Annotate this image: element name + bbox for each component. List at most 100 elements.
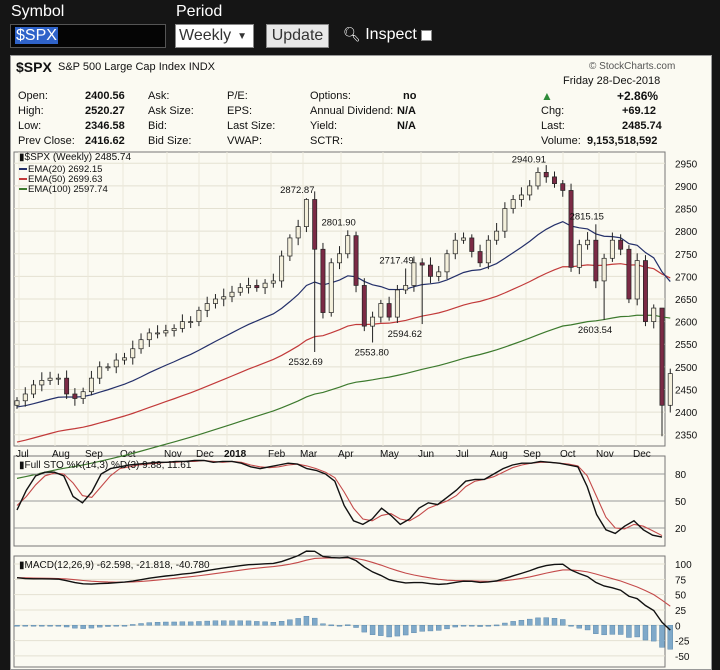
sto-k-line [16,459,663,538]
inspect-toggle[interactable]: 🔍︎ Inspect [343,26,417,44]
macd-histogram-bar [493,624,500,627]
macd-histogram-bar [196,621,202,626]
symbol-input[interactable]: $SPX [10,24,166,48]
candle [204,303,210,311]
header-security-name: S&P 500 Large Cap Index [58,61,186,73]
macd-histogram-bar [667,625,673,650]
candle [651,307,657,322]
candle [80,391,86,399]
candle [643,260,648,322]
macd-histogram-bar [378,625,384,636]
macd-histogram-bar [278,621,285,626]
macd-histogram-bar [130,624,136,626]
candle [320,248,326,313]
candle [312,199,318,250]
y-tick-label: 2700 [675,272,698,283]
candle [560,183,566,191]
macd-histogram-bar [609,625,616,635]
search-icon: 🔍︎ [343,26,361,42]
candle [221,296,227,300]
candle [213,298,218,304]
candle [659,307,665,406]
macd-histogram-bar [212,620,219,626]
macd-histogram-bar [659,625,665,648]
last-value: 2485.74 [622,120,662,132]
x-tick-label: Jul [456,449,469,460]
candle [179,321,185,329]
sctr-label: SCTR: [310,135,343,147]
period-label: Period [176,3,223,20]
macd-histogram-bar [113,625,119,627]
candle [403,285,409,291]
macd-histogram-bar [22,625,28,627]
sto-tick-label: 80 [675,470,687,481]
quote-date: Friday 28-Dec-2018 [563,75,661,87]
candle [543,172,549,178]
macd-tick-label: 0 [675,621,681,632]
macd-histogram-bar [543,617,549,626]
yield-value: N/A [397,120,416,132]
candle [122,357,127,361]
candle [105,366,111,369]
x-tick-label: Mar [300,449,318,460]
candle [97,366,103,379]
period-select-value: Weekly [179,27,232,44]
macd-histogram-bar [320,623,326,626]
macd-frame [13,555,666,668]
candle [138,339,144,350]
vwap-label: VWAP: [227,135,263,147]
macd-histogram-bar [328,624,334,627]
macd-histogram-bar [361,625,368,633]
candle [39,380,45,386]
macd-histogram-bar [369,625,376,635]
x-tick-label: Nov [596,449,614,460]
candle [88,377,94,393]
last-size-label: Last Size: [227,120,276,132]
macd-histogram-bar [651,625,657,642]
x-tick-label: Aug [52,449,70,460]
candle [452,239,458,255]
macd-histogram-bar [245,620,252,626]
candle [576,244,582,268]
candle [146,332,152,341]
legend-item: EMA(20) 2692.15 [28,164,102,175]
candle [419,262,425,266]
macd-histogram-bar [204,620,210,626]
candle [428,264,433,277]
macd-histogram-bar [634,625,640,638]
inspect-checkbox[interactable] [421,30,432,41]
sto-tick-label: 20 [675,524,687,535]
macd-histogram-bar [386,625,392,638]
macd-histogram-bar [353,625,359,628]
watermark: © StockCharts.com [589,61,676,72]
candle [155,332,161,335]
macd-histogram-bar [303,615,310,626]
macd-histogram-bar [560,619,566,626]
x-tick-label: Jun [418,449,434,460]
period-select[interactable]: Weekly ▼ [175,24,254,48]
price-annotation: 2594.62 [388,329,422,340]
ema50-line [16,263,671,443]
macd-histogram-bar [642,625,649,641]
candle [47,377,53,381]
ask-label: Ask: [148,90,170,102]
macd-histogram-bar [394,625,401,637]
y-tick-label: 2900 [675,182,698,193]
candle [585,239,591,246]
candle [518,194,524,200]
candle [394,289,400,318]
candle [469,237,475,252]
sto-d-line [16,459,663,537]
update-button[interactable]: Update [266,24,329,48]
candle [14,400,20,406]
pe-label: P/E: [227,90,248,102]
macd-histogram-bar [551,618,558,626]
dividend-value: N/A [397,105,416,117]
options-value: no [403,90,417,102]
candle [72,393,78,399]
low-value: 2346.58 [85,120,125,132]
macd-histogram-bar [436,625,442,631]
y-tick-label: 2800 [675,227,698,238]
candle [552,176,557,185]
candle [609,239,615,259]
